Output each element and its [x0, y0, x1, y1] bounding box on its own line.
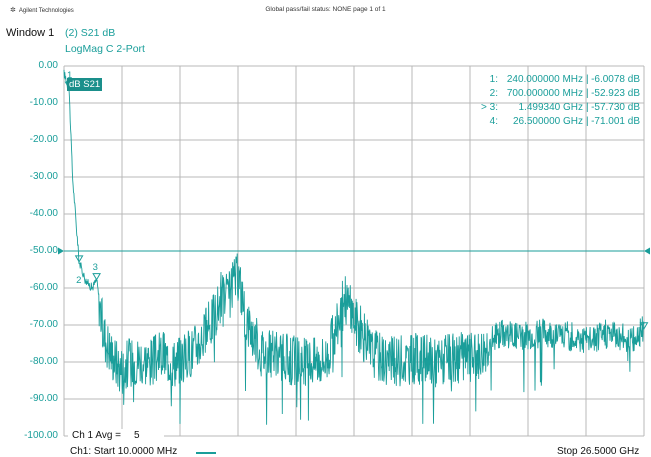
marker-2-label: 2	[76, 274, 82, 286]
print-header: ✲ Agilent Technologies Global pass/fail …	[0, 4, 651, 18]
marker-row[interactable]: 1: 240.000000 MHz | -6.0078 dB	[460, 74, 642, 87]
trace-badge[interactable]: dB S21	[67, 78, 103, 91]
y-tick-label: 0.00	[38, 60, 58, 71]
marker-number: 4:	[489, 116, 498, 127]
marker-separator: |	[586, 74, 589, 85]
y-tick-label: -40.00	[29, 208, 58, 219]
marker-frequency: 240.000000 MHz	[506, 74, 583, 85]
y-tick-label: -70.00	[29, 319, 58, 330]
marker-3-label: 3	[92, 261, 98, 273]
marker-frequency: 26.500000 GHz	[512, 116, 583, 127]
marker-1-label: 1	[67, 70, 73, 82]
trace-title[interactable]: (2) S21 dB	[65, 27, 116, 39]
marker-frequency: 1.499340 GHz	[518, 102, 584, 113]
marker-2-icon[interactable]	[74, 255, 84, 263]
logo-text: Agilent Technologies	[18, 7, 74, 14]
marker-value: -57.730 dB	[591, 102, 640, 113]
start-frequency[interactable]: Ch1: Start 10.0000 MHz	[70, 446, 178, 457]
marker-value: -6.0078 dB	[591, 74, 640, 85]
averaging-status: Ch 1 Avg = 5	[68, 429, 164, 443]
marker-separator: |	[586, 116, 589, 127]
marker-4-icon[interactable]	[639, 322, 649, 330]
y-tick-label: -100.00	[24, 430, 58, 441]
marker-value: -52.923 dB	[591, 88, 640, 99]
marker-row[interactable]: > 3: 1.499340 GHz | -57.730 dB	[460, 102, 642, 115]
trace-s21[interactable]	[63, 69, 645, 425]
marker-row[interactable]: 4: 26.500000 GHz | -71.001 dB	[460, 116, 642, 129]
marker-row[interactable]: 2: 700.000000 MHz | -52.923 dB	[460, 88, 642, 101]
pass-fail-status: Global pass/fail status: NONE page 1 of …	[265, 6, 386, 13]
reference-right-arrow-icon	[644, 247, 650, 255]
marker-3-icon[interactable]	[92, 273, 101, 281]
y-tick-label: -90.00	[29, 393, 58, 404]
trace-format[interactable]: LogMag C 2-Port	[65, 43, 145, 55]
y-tick-label: -30.00	[29, 171, 58, 182]
marker-separator: |	[586, 102, 589, 113]
y-tick-label: -20.00	[29, 134, 58, 145]
company-logo: ✲ Agilent Technologies	[10, 7, 74, 14]
y-tick-label: -10.00	[29, 97, 58, 108]
window-title: Window 1	[6, 27, 55, 39]
stop-frequency[interactable]: Stop 26.5000 GHz	[557, 446, 640, 457]
y-tick-label: -80.00	[29, 356, 58, 367]
marker-value: -71.001 dB	[591, 116, 640, 127]
marker-frequency: 700.000000 MHz	[506, 88, 583, 99]
marker-separator: |	[586, 88, 589, 99]
marker-number: 1:	[489, 74, 498, 85]
marker-number: 2:	[489, 88, 498, 99]
marker-number: > 3:	[481, 102, 498, 113]
averaging-label: Ch 1 Avg =	[72, 430, 122, 441]
averaging-count: 5	[134, 430, 140, 441]
y-tick-label: -50.00	[29, 245, 58, 256]
y-tick-label: -60.00	[29, 282, 58, 293]
trace-legend-line	[196, 452, 216, 454]
agilent-spark-icon: ✲	[10, 7, 16, 14]
reference-left-arrow-icon	[58, 247, 64, 255]
